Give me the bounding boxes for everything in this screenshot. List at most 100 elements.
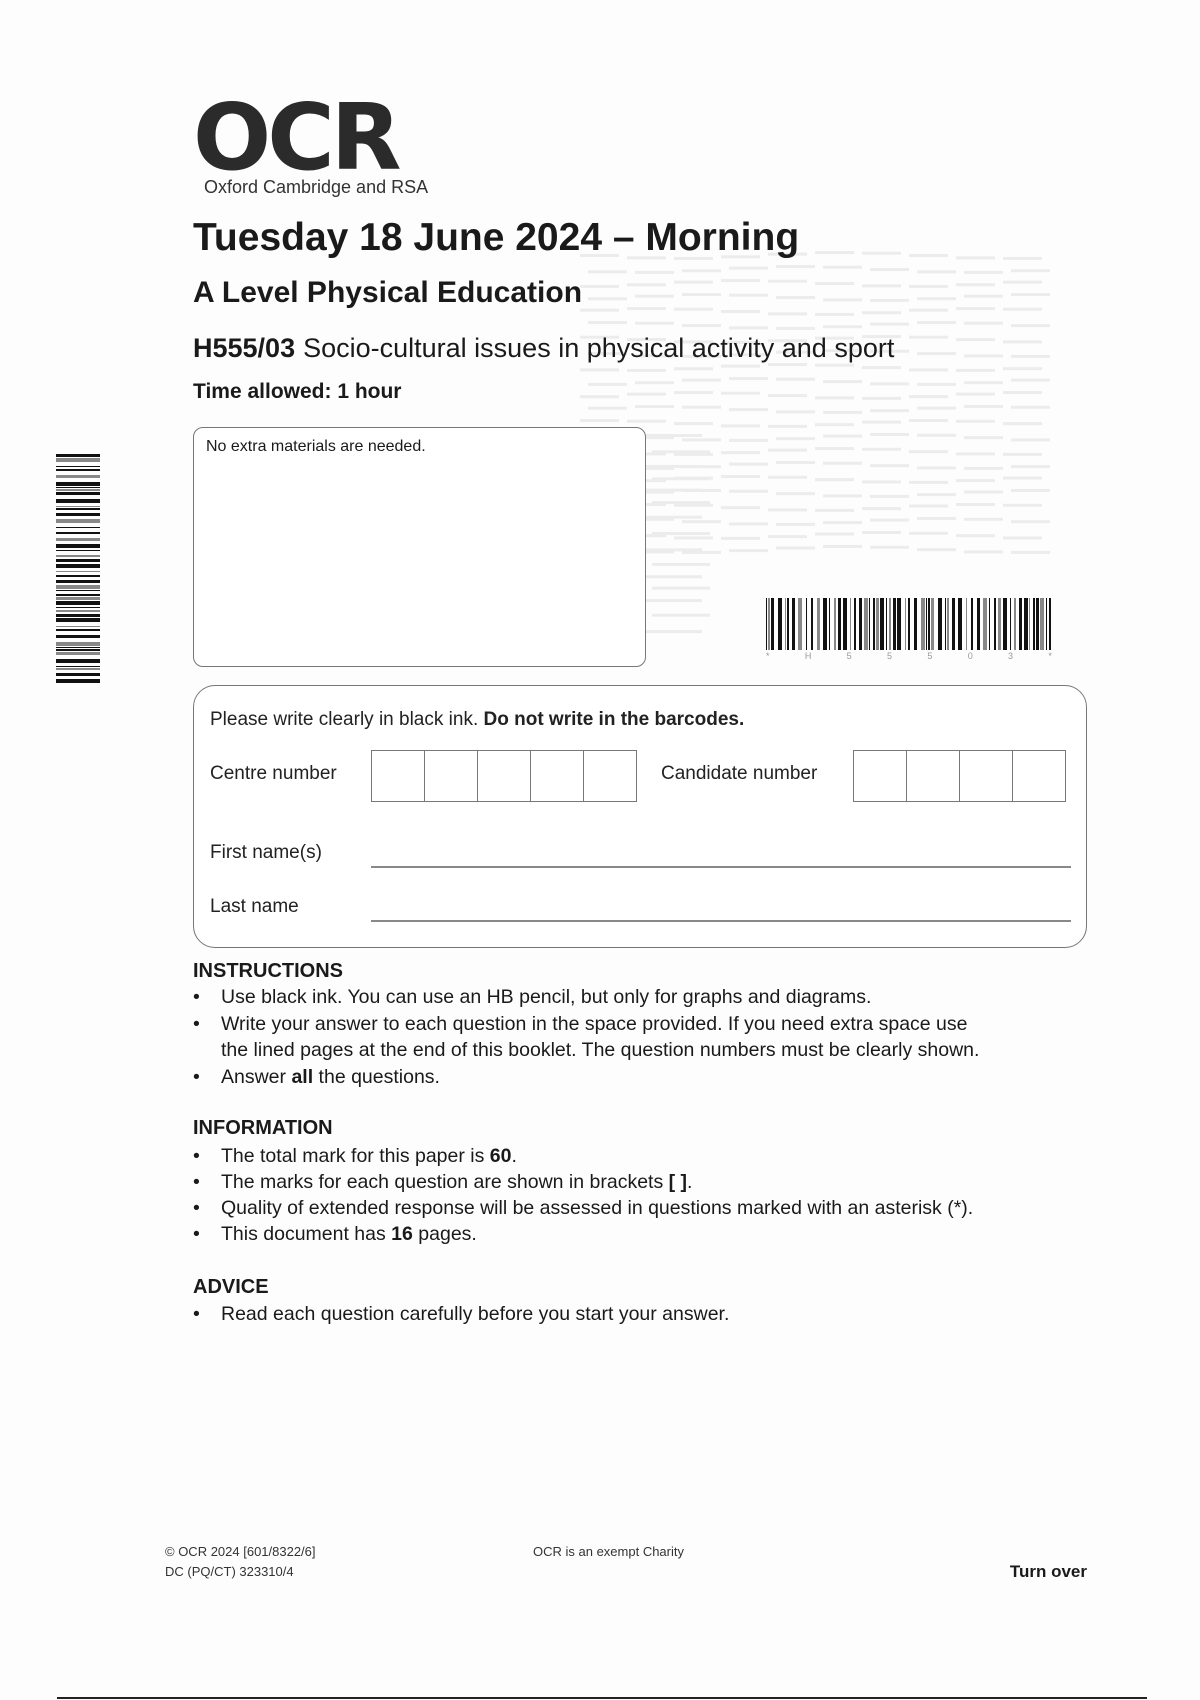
barcode-bar: [1003, 598, 1007, 650]
watermark-mark: [674, 536, 713, 540]
watermark-mark: [721, 340, 760, 344]
instruction-text: the questions.: [313, 1066, 440, 1088]
watermark-mark: [909, 308, 948, 312]
candidate-number-field[interactable]: [853, 750, 1066, 802]
barcode-bar: [56, 499, 100, 503]
barcode-bar: [56, 475, 100, 478]
side-barcode: [56, 454, 100, 683]
watermark-mark: [823, 545, 862, 549]
watermark-mark: [635, 550, 674, 554]
barcode-bar: [908, 598, 910, 650]
watermark-mark: [627, 479, 666, 483]
watermark-mark: [862, 480, 901, 484]
watermark-mark: [1003, 280, 1042, 284]
barcode-bar: [905, 598, 906, 650]
watermark-mark: [768, 363, 807, 367]
barcode-bar: [859, 598, 862, 650]
barcode-bar: [768, 598, 770, 650]
barcode-bar: [56, 513, 100, 516]
barcode-bar: [56, 544, 100, 548]
last-name-field[interactable]: [371, 920, 1071, 922]
watermark-mark: [635, 381, 674, 385]
watermark-mark: [674, 422, 713, 426]
watermark-mark: [870, 382, 909, 386]
candidate-details-box: [193, 685, 1087, 948]
barcode-bar: [56, 506, 100, 507]
watermark-mark: [776, 461, 815, 465]
watermark-mark: [909, 450, 948, 454]
barcode-bar: [56, 489, 100, 491]
barcode-bar: [880, 598, 884, 650]
barcode-bar: [1029, 598, 1030, 650]
digit-cell[interactable]: [531, 751, 584, 801]
watermark-mark: [964, 550, 1003, 554]
watermark-mark: [917, 352, 956, 356]
watermark-mark: [627, 338, 666, 342]
digit-cell[interactable]: [478, 751, 531, 801]
watermark-mark: [776, 437, 815, 441]
watermark-mark: [862, 507, 901, 511]
watermark-mark: [909, 504, 948, 508]
barcode-bar: [56, 538, 100, 541]
watermark-mark: [870, 433, 909, 437]
barcode-bar: [56, 607, 100, 608]
watermark-mark: [1003, 536, 1042, 540]
page-bottom-rule: [57, 1697, 1147, 1699]
watermark-mark: [1011, 354, 1050, 358]
watermark-mark: [644, 464, 702, 468]
watermark-mark: [956, 452, 995, 456]
barcode-digit: *: [766, 651, 770, 661]
watermark-mark: [588, 270, 627, 274]
watermark-mark: [776, 350, 815, 354]
digit-cell[interactable]: [907, 751, 960, 801]
watermark-mark: [580, 308, 619, 312]
barcode-digits: * H 5 5 5 0 3 *: [766, 651, 1052, 661]
digit-cell[interactable]: [425, 751, 478, 801]
instruction-item: • Use black ink. You can use an HB pencil…: [193, 986, 872, 1008]
barcode-bar: [921, 598, 925, 650]
barcode-bar: [958, 598, 962, 650]
watermark-mark: [627, 307, 666, 311]
first-name-field[interactable]: [371, 866, 1071, 868]
watermark-mark: [870, 518, 909, 522]
watermark-mark: [862, 284, 901, 288]
barcode-bar: [977, 598, 980, 650]
document-reference: DC (PQ/CT) 323310/4: [165, 1564, 294, 1579]
barcode-bar: [983, 598, 987, 650]
digit-cell[interactable]: [372, 751, 425, 801]
copyright: © OCR 2024 [601/8322/6]: [165, 1544, 316, 1559]
centre-number-field[interactable]: [371, 750, 637, 802]
paper-name: Socio-cultural issues in physical activi…: [303, 333, 895, 363]
digit-cell[interactable]: [960, 751, 1013, 801]
charity-notice: OCR is an exempt Charity: [533, 1544, 684, 1559]
barcode-bar: [1024, 598, 1028, 650]
watermark-mark: [635, 490, 674, 494]
watermark-mark: [1003, 452, 1042, 456]
instruction-text: Use black ink. You can use an HB pencil,…: [221, 986, 872, 1008]
watermark-mark: [1011, 378, 1050, 382]
digit-cell[interactable]: [584, 751, 636, 801]
digit-cell[interactable]: [854, 751, 907, 801]
instruction-text: Answer: [221, 1066, 292, 1088]
watermark-mark: [588, 297, 627, 301]
watermark-mark: [768, 424, 807, 428]
watermark-mark: [964, 354, 1003, 358]
barcode-bar: [889, 598, 891, 650]
watermark-mark: [1003, 340, 1042, 344]
watermark-mark: [964, 294, 1003, 298]
watermark-mark: [964, 405, 1003, 409]
watermark-mark: [917, 297, 956, 301]
watermark-mark: [729, 408, 768, 412]
barcode-digit: 5: [927, 651, 933, 661]
watermark-mark: [768, 394, 807, 398]
watermark-mark: [1011, 520, 1050, 524]
digit-cell[interactable]: [1013, 751, 1065, 801]
watermark-mark: [588, 352, 627, 356]
information-item: • The marks for each question are shown i…: [193, 1171, 693, 1193]
watermark-mark: [1011, 293, 1050, 297]
watermark-mark: [644, 515, 702, 519]
barcode-bar: [893, 598, 896, 650]
barcode-bar: [56, 642, 100, 646]
instruction-item: • Write your answer to each question in t…: [193, 1013, 968, 1035]
watermark-mark: [729, 549, 768, 553]
